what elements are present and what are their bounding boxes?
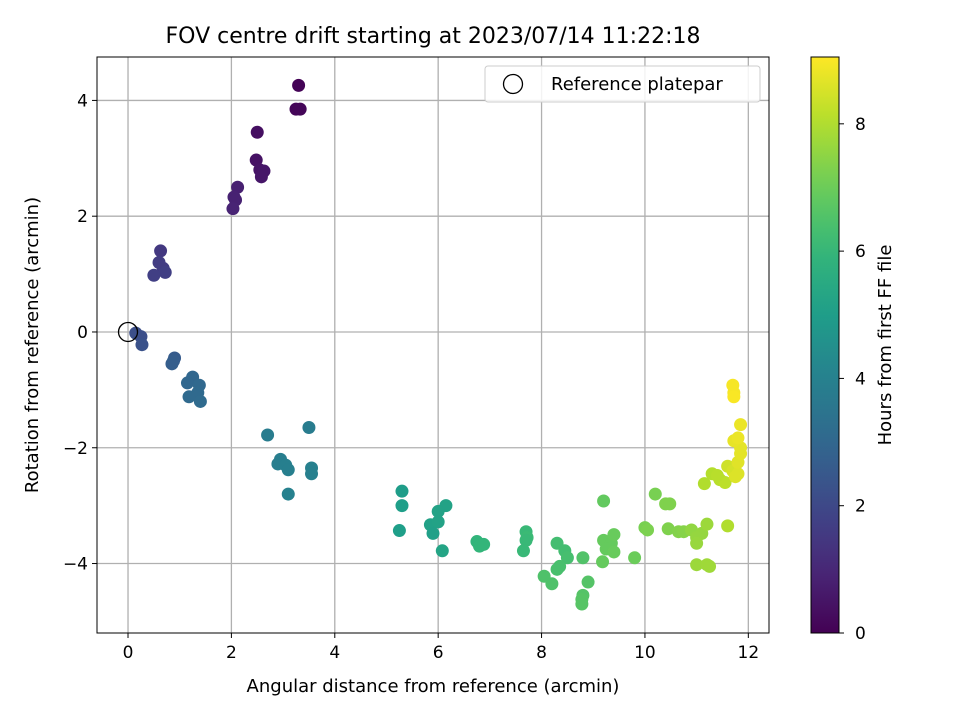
data-point bbox=[697, 477, 711, 491]
data-point bbox=[731, 467, 745, 481]
y-tick-label: −2 bbox=[63, 439, 88, 459]
data-point bbox=[395, 484, 409, 498]
data-point bbox=[226, 202, 240, 216]
y-tick-label: −4 bbox=[63, 555, 88, 575]
y-tick-label: 0 bbox=[77, 323, 88, 343]
legend-reference-marker bbox=[502, 73, 524, 95]
data-point bbox=[731, 431, 745, 445]
data-point bbox=[305, 467, 319, 481]
data-point bbox=[710, 469, 724, 483]
data-point bbox=[663, 497, 677, 511]
y-axis-label: Rotation from reference (arcmin) bbox=[22, 197, 43, 493]
data-point bbox=[292, 78, 306, 92]
colorbar-ticks: 0 2 4 6 8 bbox=[839, 115, 866, 644]
colorbar-label: Hours from first FF file bbox=[875, 245, 896, 446]
data-point bbox=[193, 394, 207, 408]
y-axis-ticks: −4 −2 0 2 4 bbox=[63, 91, 97, 575]
data-point bbox=[302, 420, 316, 434]
plot-frame bbox=[96, 56, 770, 634]
legend: Reference platepar bbox=[484, 65, 761, 103]
x-tick-label: 0 bbox=[123, 643, 134, 663]
data-point bbox=[426, 526, 440, 540]
x-tick-label: 8 bbox=[536, 643, 547, 663]
data-point bbox=[165, 357, 179, 371]
legend-reference-label: Reference platepar bbox=[551, 74, 723, 95]
colorbar-tick-label: 4 bbox=[855, 369, 866, 389]
data-point bbox=[435, 544, 449, 558]
data-point bbox=[516, 544, 530, 558]
data-point bbox=[576, 551, 590, 565]
data-point bbox=[648, 487, 662, 501]
data-point bbox=[154, 244, 168, 258]
colorbar-tick-label: 8 bbox=[855, 115, 866, 135]
data-point bbox=[431, 504, 445, 518]
data-point bbox=[597, 494, 611, 508]
colorbar-tick-label: 6 bbox=[855, 242, 866, 262]
data-point bbox=[250, 125, 264, 139]
colorbar-tick-label: 0 bbox=[855, 624, 866, 644]
data-point bbox=[607, 545, 621, 559]
reference-point-layer bbox=[117, 321, 139, 343]
y-tick-label: 2 bbox=[77, 207, 88, 227]
data-point bbox=[641, 523, 655, 537]
x-tick-label: 4 bbox=[329, 643, 340, 663]
data-points bbox=[129, 78, 748, 611]
x-tick-label: 2 bbox=[226, 643, 237, 663]
data-point bbox=[231, 180, 245, 194]
y-tick-label: 4 bbox=[77, 91, 88, 111]
data-point bbox=[180, 376, 194, 390]
data-point bbox=[254, 170, 268, 184]
grid-lines bbox=[97, 57, 769, 633]
data-point bbox=[550, 562, 564, 576]
data-point bbox=[734, 418, 748, 432]
reference-point-marker bbox=[117, 321, 139, 343]
data-point bbox=[135, 338, 149, 352]
data-point bbox=[596, 555, 610, 569]
x-tick-label: 12 bbox=[738, 643, 760, 663]
colorbar-tick-label: 2 bbox=[855, 497, 866, 517]
data-point bbox=[281, 487, 295, 501]
data-point bbox=[545, 577, 559, 591]
data-point bbox=[690, 558, 704, 572]
data-point bbox=[690, 536, 704, 550]
data-point bbox=[147, 268, 161, 282]
data-point bbox=[607, 528, 621, 542]
data-point bbox=[249, 153, 263, 167]
data-point bbox=[581, 575, 595, 589]
data-point bbox=[392, 524, 406, 538]
data-point bbox=[182, 390, 196, 404]
data-point bbox=[158, 265, 172, 279]
chart-title: FOV centre drift starting at 2023/07/14 … bbox=[166, 24, 701, 49]
x-tick-label: 6 bbox=[433, 643, 444, 663]
data-point bbox=[661, 522, 675, 536]
data-point bbox=[293, 102, 307, 116]
x-axis-ticks: 0 2 4 6 8 10 12 bbox=[123, 633, 760, 663]
data-point bbox=[560, 551, 574, 565]
data-point bbox=[721, 519, 735, 533]
x-axis-label: Angular distance from reference (arcmin) bbox=[247, 676, 620, 697]
legend-box bbox=[484, 65, 761, 103]
data-point bbox=[700, 517, 714, 531]
data-point bbox=[519, 533, 533, 547]
x-tick-label: 10 bbox=[634, 643, 656, 663]
data-point bbox=[575, 597, 589, 611]
data-point bbox=[628, 551, 642, 565]
data-point bbox=[395, 499, 409, 513]
data-point bbox=[431, 515, 445, 529]
colorbar bbox=[810, 56, 840, 634]
data-point bbox=[703, 559, 717, 573]
data-point bbox=[261, 428, 275, 442]
data-point bbox=[281, 463, 295, 477]
data-point bbox=[727, 390, 741, 404]
data-point bbox=[477, 537, 491, 551]
